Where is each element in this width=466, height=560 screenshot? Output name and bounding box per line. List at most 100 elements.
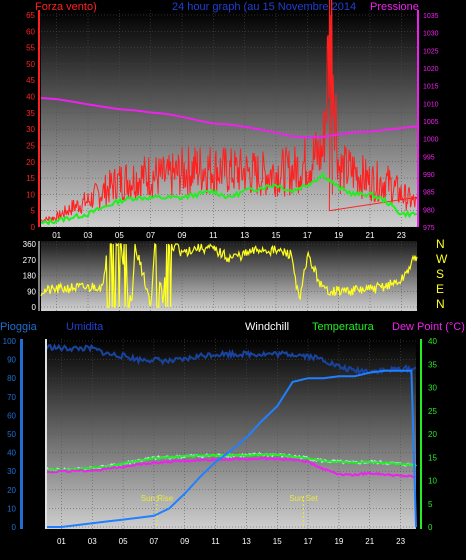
compass-label: S: [436, 267, 444, 281]
compass-label: N: [436, 237, 445, 251]
wind-direction-plot-area: [41, 241, 417, 311]
climate-grid: [46, 339, 416, 529]
humidity-line: [45, 343, 417, 376]
hour-tick-label: 15: [273, 537, 282, 546]
pressure-tick-label: 1035: [423, 13, 439, 20]
climate-plot-area: [46, 339, 416, 529]
pressure-tick-label: 1010: [423, 101, 439, 108]
direction-tick-label: 0: [32, 303, 37, 312]
hour-tick-label: 13: [240, 231, 249, 240]
temperature-tick-label: 5: [428, 500, 433, 509]
wind-direction-series: [40, 242, 418, 308]
direction-tick-label: 360: [23, 240, 37, 249]
dew-point-label: Dew Point (°C): [392, 321, 465, 333]
wind-pressure-plot-area: [41, 10, 417, 227]
hour-tick-label: 15: [272, 231, 281, 240]
sun-set-label: Sun Set: [289, 494, 318, 503]
humidity-tick-label: 100: [3, 337, 17, 346]
temperature-tick-label: 35: [428, 360, 437, 369]
pressure-tick-label: 975: [423, 225, 435, 232]
wind-speed-tick-label: 10: [26, 190, 35, 199]
pressure-tick-label: 985: [423, 190, 435, 197]
hour-tick-label: 09: [178, 231, 187, 240]
wind-speed-tick-label: 45: [26, 76, 35, 85]
pressure-tick-label: 1015: [423, 84, 439, 91]
hour-tick-label: 09: [180, 537, 189, 546]
sun-rise-label: Sun Rise: [141, 494, 174, 503]
temperature-tick-label: 20: [428, 430, 437, 439]
wind-pressure-series: [40, 0, 418, 226]
hour-tick-label: 19: [334, 231, 343, 240]
wind-speed-tick-label: 35: [26, 109, 35, 118]
temperature-tick-label: 30: [428, 384, 437, 393]
wind-speed-tick-label: 20: [26, 158, 35, 167]
rain-line: [46, 369, 417, 528]
pressure-tick-label: 995: [423, 154, 435, 161]
wind-speed-tick-label: 0: [31, 223, 36, 232]
hour-tick-label: 19: [334, 537, 343, 546]
chart-date-title: 24 hour graph (au 15 Novembre 2014: [172, 1, 356, 13]
humidity-tick-label: 20: [7, 486, 16, 495]
pressure-tick-label: 1025: [423, 48, 439, 55]
temperature-tick-label: 25: [428, 407, 437, 416]
hour-tick-label: 01: [52, 231, 61, 240]
wind-speed-tick-label: 30: [26, 125, 35, 134]
hour-tick-label: 01: [57, 537, 66, 546]
compass-label: W: [436, 252, 448, 266]
humidity-tick-label: 60: [7, 411, 16, 420]
climate-axes: 0102030405060708090100051015202530354001…: [3, 337, 438, 546]
hour-tick-label: 03: [88, 537, 97, 546]
humidity-label: Umidita: [66, 321, 104, 333]
humidity-tick-label: 40: [7, 449, 16, 458]
humidity-tick-label: 90: [7, 356, 16, 365]
humidity-tick-label: 50: [7, 430, 16, 439]
wind-direction-line: [40, 242, 418, 308]
pressure-tick-label: 990: [423, 172, 435, 179]
temperature-tick-label: 15: [428, 453, 437, 462]
hour-tick-label: 07: [149, 537, 158, 546]
hour-tick-label: 23: [396, 537, 405, 546]
hour-tick-label: 05: [115, 231, 124, 240]
pressure-tick-label: 1020: [423, 66, 439, 73]
compass-label: N: [436, 297, 445, 311]
dew-point-line: [45, 456, 417, 479]
temperature-label: Temperatura: [312, 321, 375, 333]
hour-tick-label: 13: [242, 537, 251, 546]
humidity-tick-label: 80: [7, 374, 16, 383]
temperature-tick-label: 0: [428, 523, 433, 532]
hour-tick-label: 05: [119, 537, 128, 546]
wind-speed-tick-label: 65: [26, 11, 35, 20]
wind-speed-tick-label: 55: [26, 44, 35, 53]
direction-tick-label: 90: [27, 287, 36, 296]
pressure-line: [40, 97, 418, 139]
temperature-line: [45, 452, 417, 472]
direction-tick-label: 270: [23, 256, 37, 265]
pressure-tick-label: 1030: [423, 31, 439, 38]
wind-pressure-axes: 0510152025303540455055606597598098599099…: [26, 10, 439, 240]
pressure-tick-label: 980: [423, 207, 435, 214]
humidity-axis-bar: [45, 339, 47, 529]
temperature-tick-label: 40: [428, 337, 437, 346]
rain-axis-bar: [20, 339, 23, 529]
humidity-tick-label: 10: [7, 504, 16, 513]
rain-label: Pioggia: [0, 321, 38, 333]
wind-speed-tick-label: 40: [26, 93, 35, 102]
compass-label: E: [436, 282, 444, 296]
hour-tick-label: 21: [365, 537, 374, 546]
pressure-title: Pressione: [370, 1, 419, 13]
hour-tick-label: 03: [84, 231, 93, 240]
wind-speed-tick-label: 60: [26, 27, 35, 36]
climate-series: [45, 343, 417, 528]
hour-tick-label: 17: [304, 537, 313, 546]
windchill-label: Windchill: [245, 321, 289, 333]
hour-tick-label: 11: [209, 231, 218, 240]
pressure-tick-label: 1000: [423, 137, 439, 144]
wind-speed-line: [40, 0, 418, 224]
humidity-tick-label: 30: [7, 467, 16, 476]
humidity-tick-label: 70: [7, 393, 16, 402]
wind-speed-tick-label: 25: [26, 141, 35, 150]
hour-tick-label: 21: [366, 231, 375, 240]
hour-tick-label: 17: [303, 231, 312, 240]
